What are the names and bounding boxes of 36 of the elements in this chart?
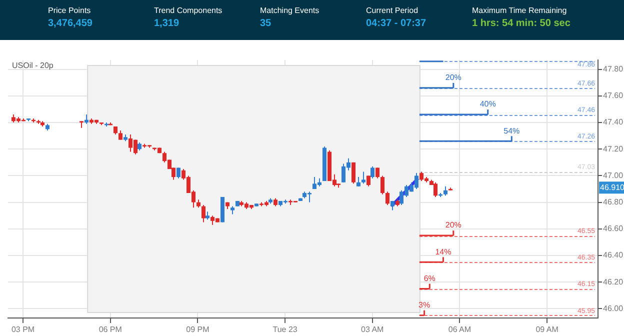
text: Price Points <box>48 6 92 15</box>
x-tick-label: 06 AM <box>448 325 472 334</box>
annotation: 46.910 <box>600 182 624 192</box>
annotation: 6% <box>424 274 436 283</box>
y-tick-label: 47.80 <box>603 64 624 74</box>
y-tick-label: 47.00 <box>603 170 624 180</box>
x-tick-label: 03 PM <box>11 325 35 334</box>
y-tick-label: 46.40 <box>603 250 624 260</box>
annotation: 40% <box>480 100 496 109</box>
x-tick-label: 06 PM <box>98 325 122 334</box>
text: Matching Events <box>260 6 320 15</box>
annotation: 14% <box>435 247 452 256</box>
x-tick-label: 03 AM <box>361 325 384 334</box>
text: Trend Components <box>154 6 222 15</box>
y-tick-label: 46.60 <box>603 224 624 234</box>
x-tick-label: 09 PM <box>186 325 210 334</box>
annotation: 20% <box>445 220 462 230</box>
y-tick-label: 46.80 <box>603 198 624 206</box>
text: Current Period <box>366 6 420 15</box>
text: 1,319 <box>154 18 180 29</box>
annotation: 3% <box>418 300 430 310</box>
text: 35 <box>260 18 272 29</box>
chart-title: USOil - 20p <box>12 61 54 70</box>
y-tick-label: 47.40 <box>603 118 624 127</box>
x-tick-label: Tue 23 <box>272 325 298 334</box>
y-tick-label: 47.20 <box>603 144 624 154</box>
text: 3,476,459 <box>48 18 92 29</box>
y-tick-label: 46.20 <box>603 277 624 286</box>
x-tick-label: 09 AM <box>536 325 559 334</box>
text: 1 hrs: 54 min: 50 sec <box>472 18 570 29</box>
text: Maximum Time Remaining <box>472 6 568 15</box>
y-tick-label: 47.60 <box>603 91 624 100</box>
annotation: 20% <box>445 73 462 82</box>
annotation: 54% <box>504 126 520 136</box>
text: 04:37 - 07:37 <box>366 18 426 29</box>
y-tick-label: 46.00 <box>603 304 624 313</box>
